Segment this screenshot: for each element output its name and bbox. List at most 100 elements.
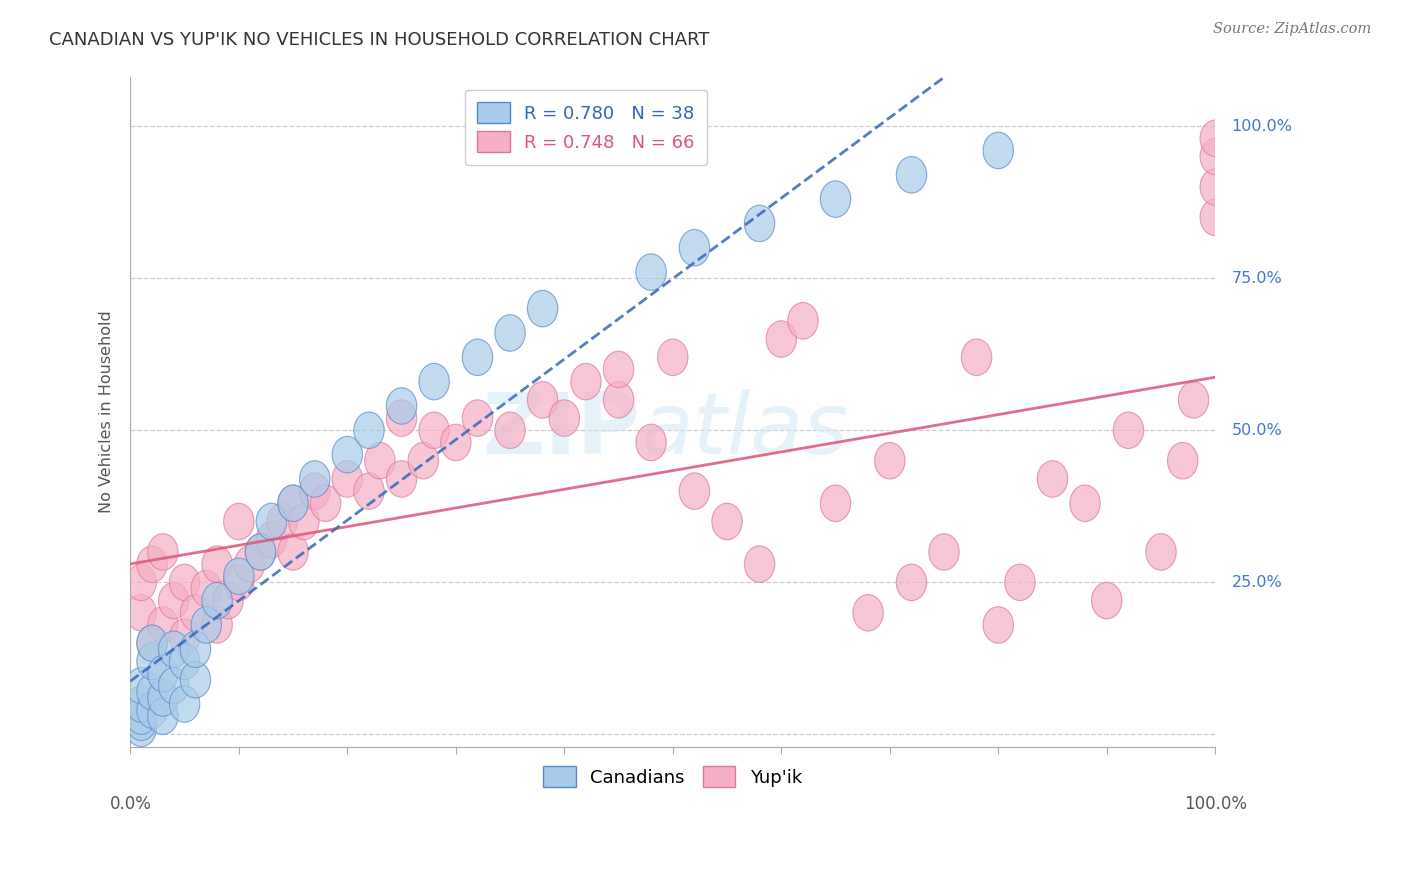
Ellipse shape bbox=[1201, 169, 1230, 205]
Text: 25.0%: 25.0% bbox=[1232, 574, 1282, 590]
Ellipse shape bbox=[191, 570, 222, 607]
Ellipse shape bbox=[983, 132, 1014, 169]
Ellipse shape bbox=[1091, 582, 1122, 619]
Ellipse shape bbox=[983, 607, 1014, 643]
Ellipse shape bbox=[267, 503, 298, 540]
Ellipse shape bbox=[766, 321, 796, 358]
Ellipse shape bbox=[679, 473, 710, 509]
Ellipse shape bbox=[180, 595, 211, 631]
Ellipse shape bbox=[136, 625, 167, 662]
Ellipse shape bbox=[180, 662, 211, 698]
Ellipse shape bbox=[495, 412, 526, 449]
Ellipse shape bbox=[527, 291, 558, 326]
Ellipse shape bbox=[148, 533, 179, 570]
Ellipse shape bbox=[820, 181, 851, 218]
Ellipse shape bbox=[1038, 460, 1067, 497]
Ellipse shape bbox=[463, 400, 492, 436]
Ellipse shape bbox=[332, 460, 363, 497]
Ellipse shape bbox=[332, 436, 363, 473]
Text: Source: ZipAtlas.com: Source: ZipAtlas.com bbox=[1212, 22, 1371, 37]
Ellipse shape bbox=[658, 339, 688, 376]
Ellipse shape bbox=[127, 595, 156, 631]
Ellipse shape bbox=[1201, 120, 1230, 156]
Ellipse shape bbox=[159, 631, 188, 667]
Ellipse shape bbox=[148, 680, 179, 716]
Ellipse shape bbox=[256, 522, 287, 558]
Ellipse shape bbox=[136, 546, 167, 582]
Ellipse shape bbox=[191, 607, 222, 643]
Ellipse shape bbox=[679, 229, 710, 266]
Ellipse shape bbox=[278, 485, 308, 522]
Ellipse shape bbox=[245, 533, 276, 570]
Text: CANADIAN VS YUP'IK NO VEHICLES IN HOUSEHOLD CORRELATION CHART: CANADIAN VS YUP'IK NO VEHICLES IN HOUSEH… bbox=[49, 31, 710, 49]
Ellipse shape bbox=[169, 686, 200, 723]
Ellipse shape bbox=[636, 254, 666, 291]
Ellipse shape bbox=[364, 442, 395, 479]
Ellipse shape bbox=[159, 667, 188, 704]
Text: 100.0%: 100.0% bbox=[1232, 119, 1292, 134]
Ellipse shape bbox=[278, 485, 308, 522]
Ellipse shape bbox=[419, 412, 450, 449]
Ellipse shape bbox=[1178, 382, 1209, 418]
Ellipse shape bbox=[224, 564, 254, 600]
Ellipse shape bbox=[1070, 485, 1101, 522]
Ellipse shape bbox=[463, 339, 492, 376]
Ellipse shape bbox=[148, 698, 179, 734]
Ellipse shape bbox=[288, 503, 319, 540]
Ellipse shape bbox=[136, 673, 167, 710]
Ellipse shape bbox=[202, 582, 232, 619]
Ellipse shape bbox=[354, 412, 384, 449]
Ellipse shape bbox=[387, 388, 416, 425]
Ellipse shape bbox=[169, 619, 200, 656]
Ellipse shape bbox=[527, 382, 558, 418]
Y-axis label: No Vehicles in Household: No Vehicles in Household bbox=[100, 310, 114, 514]
Text: 100.0%: 100.0% bbox=[1184, 796, 1247, 814]
Ellipse shape bbox=[202, 607, 232, 643]
Text: 50.0%: 50.0% bbox=[1232, 423, 1282, 438]
Ellipse shape bbox=[127, 686, 156, 723]
Ellipse shape bbox=[875, 442, 905, 479]
Ellipse shape bbox=[212, 582, 243, 619]
Ellipse shape bbox=[354, 473, 384, 509]
Ellipse shape bbox=[419, 363, 450, 400]
Ellipse shape bbox=[495, 315, 526, 351]
Ellipse shape bbox=[853, 595, 883, 631]
Ellipse shape bbox=[711, 503, 742, 540]
Legend: Canadians, Yup'ik: Canadians, Yup'ik bbox=[536, 759, 810, 795]
Ellipse shape bbox=[1167, 442, 1198, 479]
Ellipse shape bbox=[278, 533, 308, 570]
Ellipse shape bbox=[1114, 412, 1143, 449]
Ellipse shape bbox=[256, 503, 287, 540]
Ellipse shape bbox=[1146, 533, 1177, 570]
Ellipse shape bbox=[169, 564, 200, 600]
Ellipse shape bbox=[127, 667, 156, 704]
Ellipse shape bbox=[387, 400, 416, 436]
Ellipse shape bbox=[636, 425, 666, 460]
Ellipse shape bbox=[571, 363, 602, 400]
Ellipse shape bbox=[896, 564, 927, 600]
Ellipse shape bbox=[299, 460, 330, 497]
Ellipse shape bbox=[235, 546, 264, 582]
Ellipse shape bbox=[603, 351, 634, 388]
Ellipse shape bbox=[896, 156, 927, 193]
Ellipse shape bbox=[202, 546, 232, 582]
Ellipse shape bbox=[136, 692, 167, 729]
Ellipse shape bbox=[744, 546, 775, 582]
Ellipse shape bbox=[299, 473, 330, 509]
Ellipse shape bbox=[929, 533, 959, 570]
Ellipse shape bbox=[136, 643, 167, 680]
Ellipse shape bbox=[408, 442, 439, 479]
Ellipse shape bbox=[224, 558, 254, 595]
Text: 75.0%: 75.0% bbox=[1232, 270, 1282, 285]
Text: ZIP: ZIP bbox=[482, 389, 640, 472]
Ellipse shape bbox=[787, 302, 818, 339]
Ellipse shape bbox=[962, 339, 991, 376]
Ellipse shape bbox=[1201, 199, 1230, 235]
Ellipse shape bbox=[1005, 564, 1035, 600]
Text: atlas: atlas bbox=[640, 389, 848, 472]
Ellipse shape bbox=[136, 625, 167, 662]
Ellipse shape bbox=[148, 607, 179, 643]
Ellipse shape bbox=[127, 710, 156, 747]
Ellipse shape bbox=[127, 704, 156, 740]
Ellipse shape bbox=[169, 643, 200, 680]
